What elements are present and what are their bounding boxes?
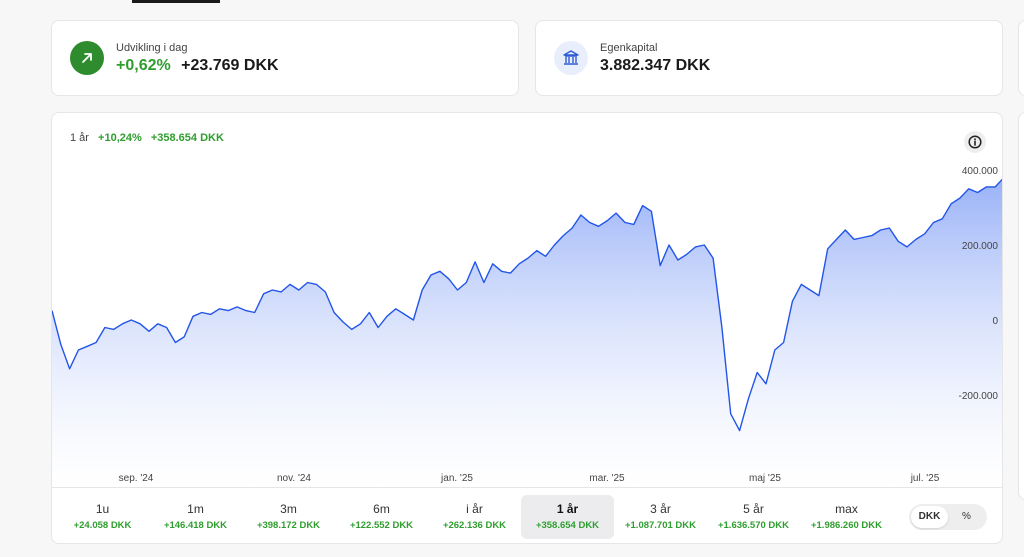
range-selector: 1u +24.058 DKK 1m +146.418 DKK 3m +398.172 DK… [52,487,1002,543]
range-label: i år [466,502,483,516]
range-label: max [835,502,858,516]
y-tick-label: 400.000 [962,166,999,177]
side-panel-edge [1018,112,1024,500]
x-tick-label: maj '25 [749,473,781,484]
chart-period-pct: +10,24% [98,132,142,144]
x-tick-label: jan. '25 [440,473,473,484]
y-tick-label: 200.000 [962,241,999,252]
range-value: +262.136 DKK [442,520,507,531]
next-card-edge [1018,20,1024,96]
range-button-i-år[interactable]: i år +262.136 DKK [428,495,521,539]
y-tick-label: -200.000 [959,391,999,402]
range-value: +1.087.701 DKK [624,520,697,531]
equity-label: Egenkapital [600,41,658,54]
range-button-3-år[interactable]: 3 år +1.087.701 DKK [614,495,707,539]
range-value: +358.654 DKK [535,520,600,531]
range-value: +24.058 DKK [73,520,132,531]
y-tick-label: 0 [992,316,998,327]
info-icon[interactable] [964,131,986,153]
top-tab-strip [0,0,1024,4]
equity-amount: 3.882.347 DKK [600,56,711,74]
performance-chart-card: 1 år +10,24% +358.654 DKK 400.000 200.000… [51,112,1003,544]
range-label: 5 år [743,502,764,516]
bank-icon [554,41,588,75]
range-button-6m[interactable]: 6m +122.552 DKK [335,495,428,539]
currency-toggle-option[interactable]: % [962,511,971,522]
chart-period-label: 1 år [70,132,89,144]
range-label: 1u [95,502,110,516]
range-label: 3m [280,502,297,516]
chart-series-line [52,178,1002,432]
today-change-card: Udvikling i dag +0,62% +23.769 DKK [51,20,519,96]
range-button-3m[interactable]: 3m +398.172 DKK [242,495,335,539]
today-change-pct: +0,62% [116,56,171,74]
range-value: +146.418 DKK [163,520,228,531]
range-label: 1 år [556,502,579,516]
chart-period-amount: +358.654 DKK [150,132,224,144]
active-tab-indicator [132,0,220,3]
range-button-5-år[interactable]: 5 år +1.636.570 DKK [707,495,800,539]
x-tick-label: jul. '25 [910,473,940,484]
currency-toggle-option[interactable]: DKK [911,505,948,528]
equity-card: Egenkapital 3.882.347 DKK [535,20,1003,96]
performance-chart[interactable]: 400.000 200.000 0 -200.000 sep. '24 nov. '24 j… [52,113,1003,487]
currency-toggle[interactable]: DKK% [909,503,987,530]
chart-area-fill [52,179,1002,487]
range-label: 1m [187,502,204,516]
x-tick-label: nov. '24 [277,473,311,484]
range-button-max[interactable]: max +1.986.260 DKK [800,495,893,539]
range-button-1-år[interactable]: 1 år +358.654 DKK [521,494,614,539]
x-tick-label: sep. '24 [119,473,154,484]
range-button-1m[interactable]: 1m +146.418 DKK [149,495,242,539]
range-value: +122.552 DKK [349,520,414,531]
chart-summary: 1 år +10,24% +358.654 DKK [70,132,230,144]
range-value: +398.172 DKK [256,520,321,531]
today-change-label: Udvikling i dag [116,41,188,54]
arrow-up-right-icon [70,41,104,75]
range-button-1u[interactable]: 1u +24.058 DKK [56,495,149,539]
range-value: +1.636.570 DKK [717,520,790,531]
x-tick-label: mar. '25 [589,473,625,484]
range-value: +1.986.260 DKK [810,520,883,531]
today-change-amount: +23.769 DKK [181,56,279,74]
range-label: 3 år [650,502,671,516]
range-label: 6m [373,502,390,516]
